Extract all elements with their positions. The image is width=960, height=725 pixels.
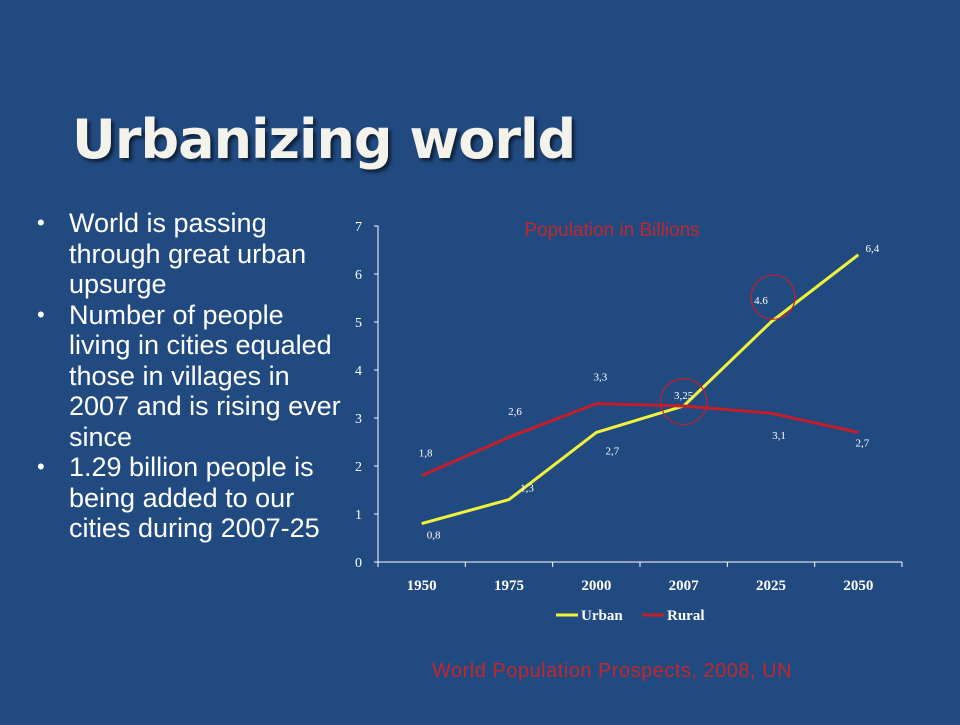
bullet-text: World is passing through great urban ups… — [69, 208, 307, 299]
bullet-dot-icon: • — [37, 301, 45, 327]
data-label-rural: 1,8 — [419, 448, 433, 460]
y-tick-label: 1 — [355, 508, 362, 523]
data-label-rural: 2,7 — [855, 437, 869, 449]
data-label-rural: 2,6 — [508, 406, 522, 418]
y-tick-label: 0 — [355, 556, 362, 571]
series-line-urban — [421, 253, 860, 526]
x-tick-label: 2000 — [581, 578, 611, 594]
data-label-urban: 2,7 — [605, 445, 619, 457]
y-tick-label: 2 — [355, 460, 362, 475]
legend-label-rural: Rural — [667, 608, 705, 624]
y-tick-label: 5 — [355, 316, 362, 331]
legend-label-urban: Urban — [581, 608, 623, 624]
data-label-urban: 3,25 — [674, 390, 694, 402]
source-note: World Population Prospects, 2008, UN — [432, 660, 793, 682]
data-label-urban: 1,3 — [520, 483, 534, 495]
bullet-dot-icon: • — [37, 210, 45, 235]
y-tick-label: 4 — [355, 364, 362, 379]
data-label-urban: 6,4 — [865, 243, 879, 255]
y-tick-label: 3 — [355, 412, 362, 427]
highlight-circle-2025 — [750, 274, 796, 320]
y-tick-label: 7 — [355, 220, 362, 235]
bullet-list: • World is passing through great urban up… — [34, 208, 344, 544]
chart-title: Population in Billions — [524, 220, 699, 241]
bullet-dot-icon: • — [37, 454, 45, 479]
y-tick-label: 6 — [355, 268, 362, 283]
bullet-item: • 1.29 billion people is being added to o… — [34, 452, 344, 544]
bullet-text: 1.29 billion people is being added to ou… — [69, 452, 320, 543]
x-tick-label: 2007 — [669, 578, 700, 594]
data-label-urban: 0,8 — [427, 530, 441, 542]
highlight-circle-crossover — [660, 378, 708, 426]
x-tick-label: 2050 — [843, 578, 873, 594]
bullet-item: • World is passing through great urban up… — [34, 208, 344, 300]
data-label-urban: 4.6 — [754, 295, 768, 307]
series-line-rural — [421, 402, 859, 477]
x-tick-label: 2025 — [756, 578, 786, 594]
bullet-item: • Number of people living in cities equal… — [34, 300, 344, 453]
slide-title: Urbanizing world — [72, 108, 576, 171]
data-label-rural: 3,3 — [593, 372, 607, 384]
x-tick-label: 1975 — [494, 578, 524, 594]
bullet-text: Number of people living in cities equale… — [69, 299, 341, 452]
data-label-rural: 3,1 — [772, 430, 786, 442]
x-tick-label: 1950 — [407, 578, 437, 594]
